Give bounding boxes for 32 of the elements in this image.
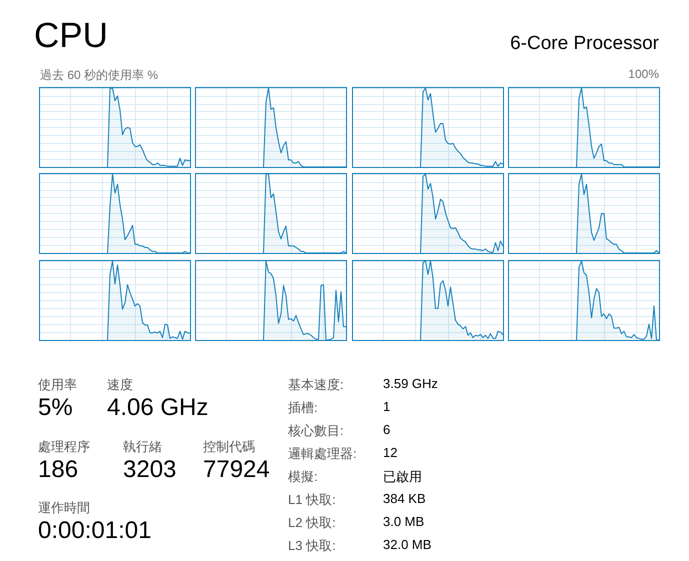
text: 6 — [383, 422, 390, 437]
text: 過去 60 秒的使用率 % — [40, 67, 158, 84]
text: 運作時間 — [38, 499, 90, 517]
text: 邏輯處理器: — [288, 445, 357, 463]
text: 384 KB — [383, 491, 426, 506]
text: 186 — [38, 456, 78, 484]
text: 32.0 MB — [383, 537, 432, 552]
text: CPU — [34, 16, 108, 56]
text: 100% — [628, 67, 659, 81]
text: 速度 — [107, 376, 133, 394]
text: L1 快取: — [288, 491, 336, 509]
text: 3203 — [123, 456, 176, 484]
text: 12 — [383, 445, 398, 460]
text: 插槽: — [288, 399, 318, 417]
text: 執行緒 — [123, 438, 162, 456]
text: 5% — [38, 394, 73, 422]
text: 0:00:01:01 — [38, 517, 152, 545]
text: 4.06 GHz — [107, 394, 208, 422]
text: 基本速度: — [288, 376, 344, 394]
text: 核心數目: — [288, 422, 344, 440]
text: 控制代碼 — [203, 438, 255, 456]
text: 1 — [383, 399, 390, 414]
text: L2 快取: — [288, 514, 336, 532]
text: L3 快取: — [288, 537, 336, 555]
text: 77924 — [203, 456, 270, 484]
text: 使用率 — [38, 376, 77, 394]
text: 3.0 MB — [383, 514, 424, 529]
text: 6-Core Processor — [510, 33, 659, 55]
text: 已啟用 — [383, 468, 422, 486]
text: 模擬: — [288, 468, 318, 486]
text: 處理程序 — [38, 438, 90, 456]
text: 3.59 GHz — [383, 376, 438, 391]
